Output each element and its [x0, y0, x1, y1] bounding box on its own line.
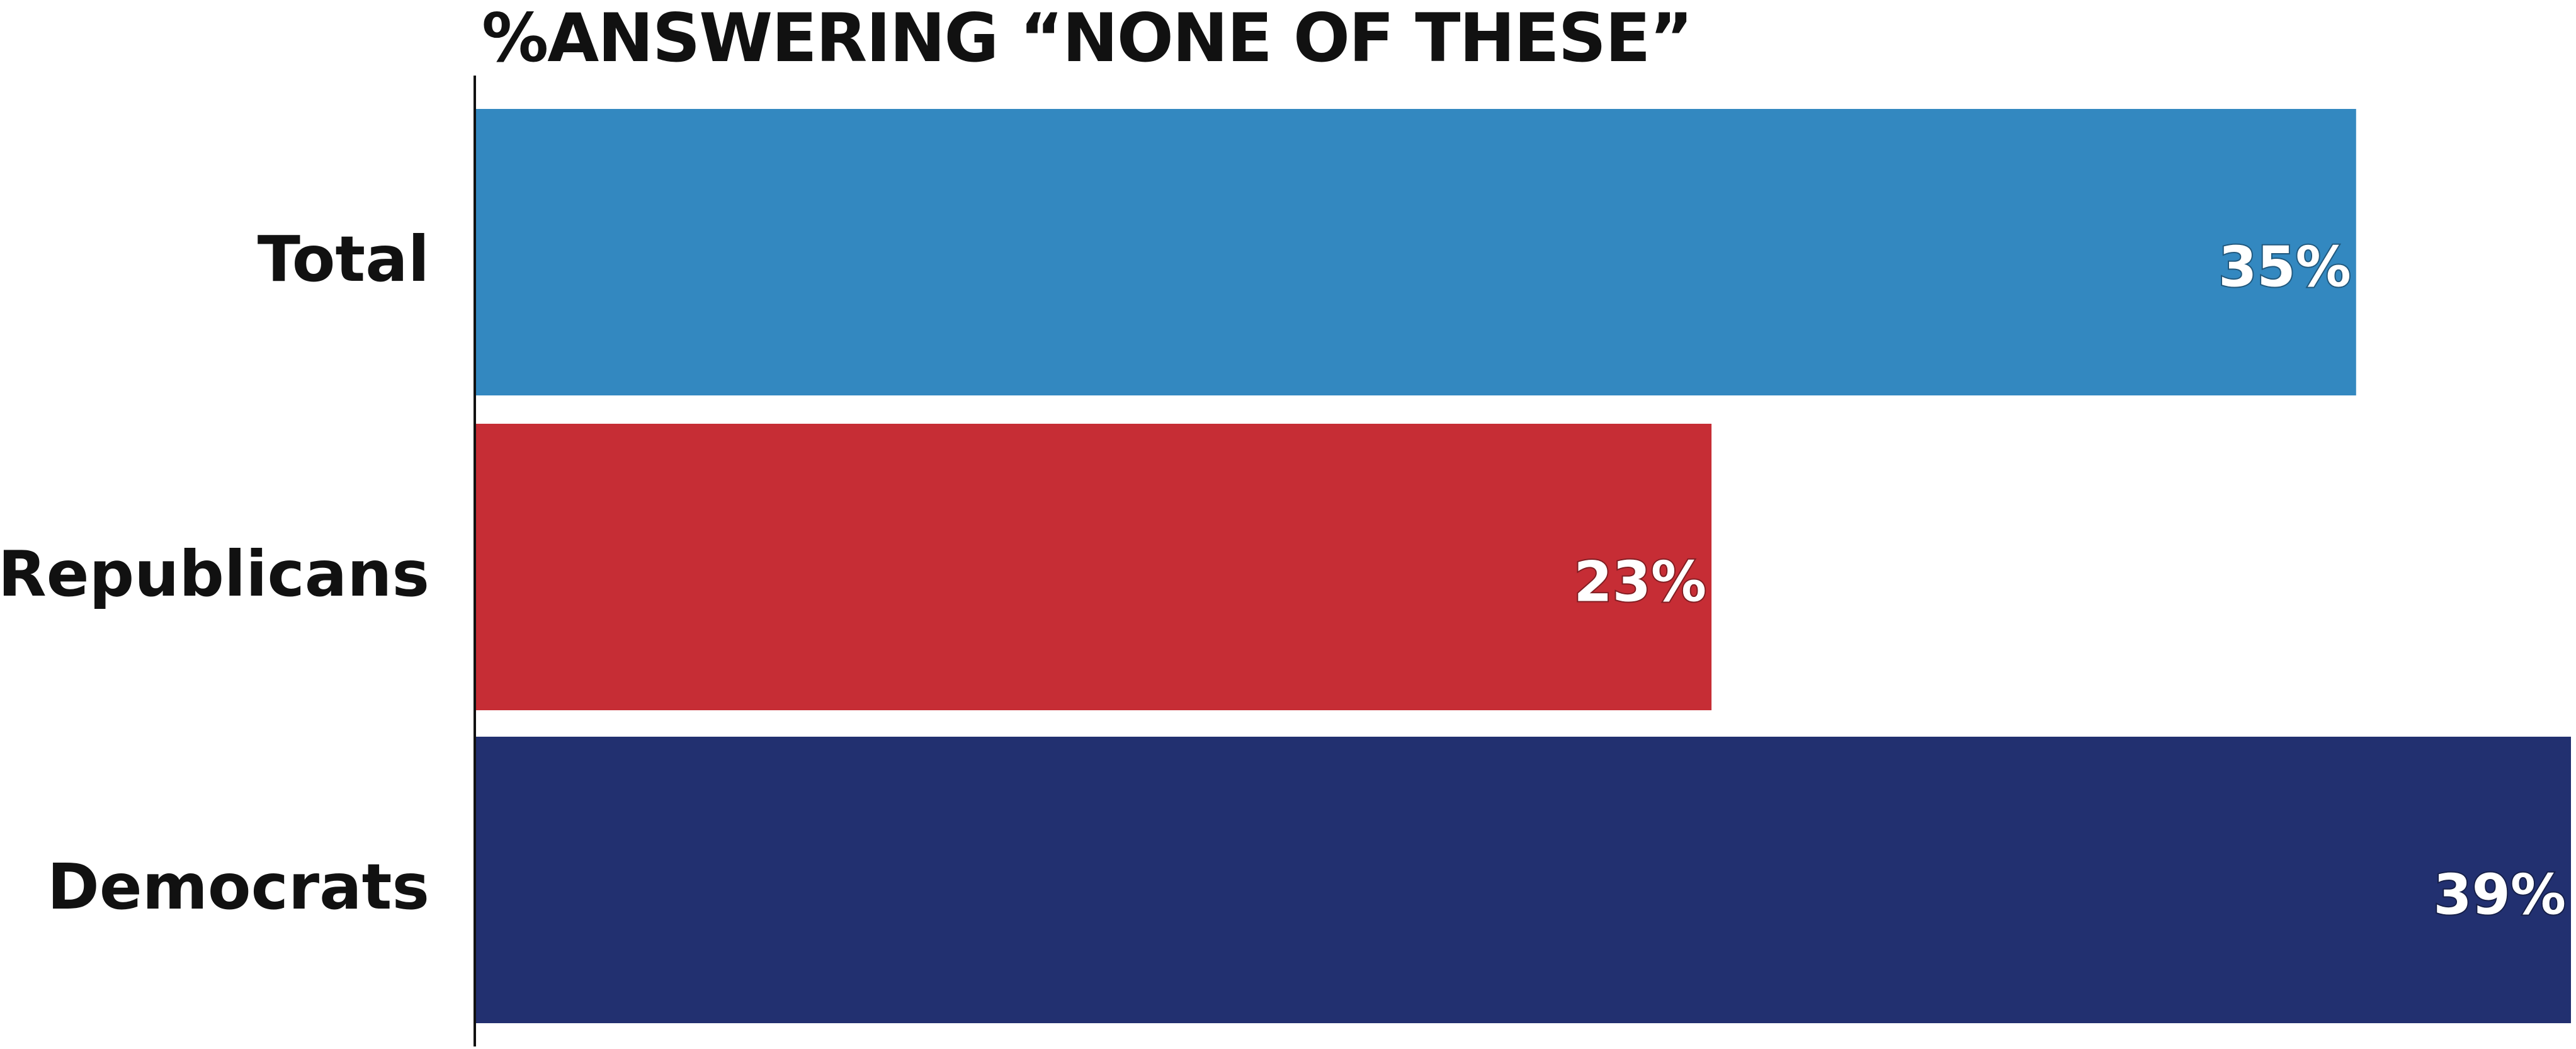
value-label-total: 35%	[2218, 234, 2351, 299]
value-label-democrats: 39%	[2433, 862, 2566, 927]
category-label-republicans: Republicans	[0, 537, 429, 611]
bar-total	[476, 109, 2356, 395]
bar-democrats	[476, 737, 2571, 1023]
value-label-republicans: 23%	[1574, 549, 1706, 614]
category-label-total: Total	[258, 222, 429, 296]
category-label-democrats: Democrats	[47, 850, 429, 924]
bars-layer: Total 35% Republicans 23% Democrats 39%	[0, 109, 2571, 1023]
chart-title: %ANSWERING “NONE OF THESE”	[482, 0, 1692, 77]
bar-republicans	[476, 424, 1712, 710]
